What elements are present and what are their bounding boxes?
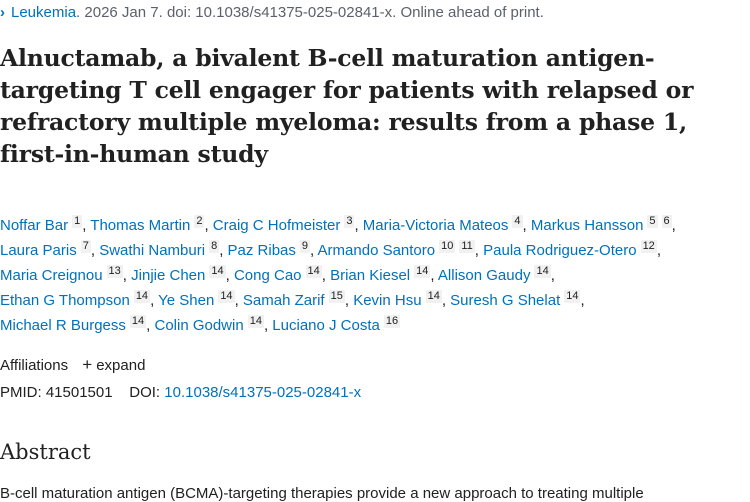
affiliation-number[interactable]: 11 [459,240,475,253]
author-link[interactable]: Maria-Victoria Mateos [362,217,509,234]
affiliations-label: Affiliations [0,357,69,374]
author-link[interactable]: Cong Cao [233,267,302,284]
affiliation-number[interactable]: 14 [425,290,442,303]
author-separator: , [671,217,676,234]
author-separator: , [430,267,438,284]
author-link[interactable]: Craig C Hofmeister [212,217,341,234]
author-link[interactable]: Swathi Namburi [99,242,206,259]
affiliation-number[interactable]: 2 [194,215,205,228]
author-link[interactable]: Ye Shen [158,292,215,309]
author-row: Noffar Bar 1, Thomas Martin 2, Craig C Hof… [0,213,676,238]
affiliation-number[interactable]: 14 [129,315,147,328]
author-separator: , [580,292,585,309]
affiliation-number[interactable]: 12 [640,240,657,253]
author-separator: , [441,292,451,309]
author-link[interactable]: Noffar Bar [0,217,69,234]
author-link[interactable]: Laura Paris [0,242,77,259]
author-link[interactable]: Samah Zarif [242,292,325,309]
affiliation-number[interactable]: 3 [344,215,355,228]
author-separator: , [219,242,228,259]
doi-label: DOI: [129,384,161,401]
author-link[interactable]: Paz Ribas [227,242,296,259]
affiliation-number[interactable]: 5 [647,215,658,228]
author-link[interactable]: Paula Rodriguez-Otero [483,242,637,259]
citation-details: . 2026 Jan 7. doi: 10.1038/s41375-025-02… [76,4,544,21]
author-link[interactable]: Brian Kiesel [330,267,411,284]
affiliations-row: Affiliations + expand [0,355,145,375]
author-row: Laura Paris 7, Swathi Namburi 8, Paz Ribas… [0,238,676,263]
author-separator: , [234,292,243,309]
author-link[interactable]: Allison Gaudy [437,267,531,284]
affiliation-number[interactable]: 16 [383,315,401,328]
abstract-heading: Abstract [0,440,91,464]
author-separator: , [90,242,100,259]
author-link[interactable]: Michael R Burgess [0,317,126,334]
affiliation-number[interactable]: 14 [247,315,264,328]
title-line: refractory multiple myeloma: results fro… [0,108,687,136]
pmid-label: PMID: [0,384,42,401]
affiliation-number[interactable]: 14 [133,290,151,303]
author-link[interactable]: Jinjie Chen [131,267,206,284]
author-link[interactable]: Maria Creignou [0,267,103,284]
author-separator: , [122,267,132,284]
chevron-right-icon[interactable]: › [0,4,5,21]
author-link[interactable]: Ethan G Thompson [0,292,130,309]
affiliation-number[interactable]: 13 [106,265,123,278]
title-line: Alnuctamab, a bivalent B-cell maturation… [0,44,655,72]
citation-line: › Leukemia. 2026 Jan 7. doi: 10.1038/s413… [0,4,544,21]
title-line: targeting T cell engager for patients wi… [0,76,694,104]
author-row: Ethan G Thompson 14, Ye Shen 14, Samah Zar… [0,288,676,313]
affiliation-number[interactable]: 1 [72,215,83,228]
title-line: first-in-human study [0,140,268,168]
author-link[interactable]: Markus Hansson [530,217,644,234]
author-separator: , [225,267,234,284]
author-link[interactable]: Kevin Hsu [353,292,422,309]
author-separator: , [522,217,531,234]
expand-label: expand [96,357,146,374]
affiliation-number[interactable]: 14 [218,290,235,303]
affiliation-number[interactable]: 14 [564,290,581,303]
author-link[interactable]: Colin Godwin [154,317,244,334]
author-link[interactable]: Suresh G Shelat [450,292,561,309]
affiliation-number[interactable]: 4 [512,215,523,228]
author-link[interactable]: Armando Santoro [317,242,436,259]
author-separator: , [656,242,661,259]
author-separator: , [310,242,318,259]
affiliation-number[interactable]: 14 [209,265,226,278]
affiliation-number[interactable]: 15 [328,290,345,303]
author-separator: , [344,292,354,309]
expand-affiliations-button[interactable]: + expand [72,355,146,374]
author-separator: , [354,217,363,234]
doi-link[interactable]: 10.1038/s41375-025-02841-x [164,384,362,401]
author-separator: , [146,317,155,334]
pmid-value: 41501501 [45,384,113,401]
author-list: Noffar Bar 1, Thomas Martin 2, Craig C Hof… [0,213,676,338]
author-separator: , [550,267,555,284]
author-separator: , [150,292,159,309]
identifiers: PMID: 41501501 DOI: 10.1038/s41375-025-0… [0,384,361,401]
journal-link[interactable]: Leukemia [11,4,77,21]
abstract-text: B-cell maturation antigen (BCMA)-targeti… [0,485,644,502]
affiliation-number[interactable]: 14 [534,265,551,278]
affiliation-number[interactable]: 6 [661,215,672,228]
affiliation-number[interactable]: 8 [209,240,220,253]
author-link[interactable]: Thomas Martin [90,217,191,234]
author-separator: , [82,217,91,234]
author-row: Michael R Burgess 14, Colin Godwin 14, Luc… [0,313,676,338]
author-row: Maria Creignou 13, Jinjie Chen 14, Cong Ca… [0,263,676,288]
author-separator: , [321,267,331,284]
affiliation-number[interactable]: 14 [305,265,322,278]
affiliation-number[interactable]: 7 [80,240,91,253]
author-separator: , [204,217,213,234]
plus-icon: + [82,355,93,374]
author-separator: , [263,317,273,334]
affiliation-number[interactable]: 9 [299,240,311,253]
affiliation-number[interactable]: 10 [439,240,456,253]
article-title: Alnuctamab, a bivalent B-cell maturation… [0,42,750,170]
author-separator: , [474,242,484,259]
author-link[interactable]: Luciano J Costa [272,317,380,334]
affiliation-number[interactable]: 14 [414,265,431,278]
